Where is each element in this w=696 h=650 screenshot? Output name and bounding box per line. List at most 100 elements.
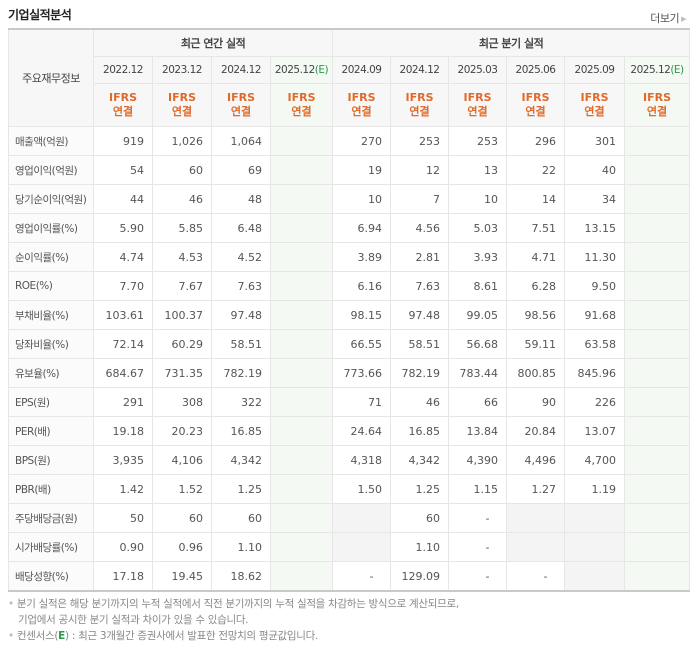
period-header-quarterly-1: 2024.12 bbox=[390, 56, 450, 84]
cell-quarterly: 60 bbox=[390, 503, 450, 533]
cell-quarterly bbox=[564, 532, 626, 562]
cell-annual bbox=[269, 126, 334, 156]
cell-quarterly bbox=[624, 271, 691, 301]
cell-annual: 50 bbox=[93, 503, 153, 533]
cell-quarterly: 782.19 bbox=[390, 358, 450, 388]
period-header-annual-1: 2023.12 bbox=[152, 56, 212, 84]
period-date: 2024.12 bbox=[221, 64, 261, 76]
cell-quarterly bbox=[564, 503, 626, 533]
row-label: 당좌비율(%) bbox=[8, 329, 94, 359]
cell-quarterly: 98.56 bbox=[506, 300, 566, 330]
row-label: PER(배) bbox=[8, 416, 94, 446]
cell-quarterly: 40 bbox=[564, 155, 626, 185]
cell-quarterly bbox=[624, 155, 691, 185]
cell-annual: 20.23 bbox=[152, 416, 212, 446]
cell-quarterly: 63.58 bbox=[564, 329, 626, 359]
cell-quarterly bbox=[624, 242, 691, 272]
period-date: 2023.12 bbox=[162, 64, 202, 76]
cell-quarterly bbox=[624, 300, 691, 330]
period-header-annual-3: 2025.12(E) bbox=[269, 56, 334, 84]
period-header-quarterly-5: 2025.12(E) bbox=[624, 56, 691, 84]
cell-annual: 60 bbox=[152, 503, 212, 533]
cell-annual: 1.10 bbox=[211, 532, 271, 562]
cell-annual bbox=[269, 300, 334, 330]
period-header-annual-2: 2024.12 bbox=[211, 56, 271, 84]
cell-quarterly: 4,700 bbox=[564, 445, 626, 475]
cell-quarterly: 46 bbox=[390, 387, 450, 417]
ifrs-label: IFRS bbox=[405, 91, 434, 104]
cell-quarterly bbox=[332, 532, 392, 562]
cell-annual: 1,064 bbox=[211, 126, 271, 156]
note-1: • 분기 실적은 해당 분기까지의 누적 실적에서 직전 분기까지의 누적 실적을… bbox=[8, 598, 459, 610]
cell-annual bbox=[269, 358, 334, 388]
cell-annual bbox=[269, 184, 334, 214]
note-1-text: 분기 실적은 해당 분기까지의 누적 실적에서 직전 분기까지의 누적 실적을 … bbox=[16, 598, 459, 610]
cell-quarterly: 19 bbox=[332, 155, 392, 185]
period-date: 2025.12 bbox=[274, 64, 315, 76]
ifrs-label: IFRS bbox=[643, 91, 672, 104]
ifrs-header-quarterly-3: IFRS 연결 bbox=[506, 83, 566, 127]
cell-quarterly: 12 bbox=[390, 155, 450, 185]
cell-quarterly: 20.84 bbox=[506, 416, 566, 446]
cell-quarterly: 6.28 bbox=[506, 271, 566, 301]
cell-annual: 0.96 bbox=[152, 532, 212, 562]
group-annual: 최근 연간 실적 bbox=[92, 28, 334, 57]
cell-annual: 4.74 bbox=[93, 242, 153, 272]
consolidated-label: 연결 bbox=[351, 105, 372, 118]
note-1-cont: 기업에서 공시한 분기 실적과 차이가 있을 수 있습니다. bbox=[18, 614, 249, 626]
consolidated-label: 연결 bbox=[525, 105, 546, 118]
cell-annual bbox=[269, 474, 334, 504]
cell-quarterly: 97.48 bbox=[390, 300, 450, 330]
cell-quarterly: 66 bbox=[448, 387, 508, 417]
cell-quarterly: 226 bbox=[564, 387, 626, 417]
cell-annual bbox=[269, 561, 334, 592]
cell-annual bbox=[269, 213, 334, 243]
period-date: 2024.09 bbox=[341, 64, 382, 76]
cell-quarterly: 800.85 bbox=[506, 358, 566, 388]
ifrs-header-annual-3: IFRS 연결 bbox=[269, 83, 334, 127]
cell-annual: 919 bbox=[93, 126, 153, 156]
row-label: 순이익률(%) bbox=[8, 242, 94, 272]
cell-annual: 72.14 bbox=[93, 329, 153, 359]
note-2: • 컨센서스(E) : 최근 3개월간 증권사에서 발표한 전망치의 평균값입니다… bbox=[8, 630, 319, 642]
cell-quarterly bbox=[624, 532, 691, 562]
cell-quarterly bbox=[624, 126, 691, 156]
cell-quarterly bbox=[332, 503, 392, 533]
cell-quarterly: 4.71 bbox=[506, 242, 566, 272]
cell-annual: 6.48 bbox=[211, 213, 271, 243]
cell-quarterly: 301 bbox=[564, 126, 626, 156]
cell-annual: 44 bbox=[93, 184, 153, 214]
cell-annual: 58.51 bbox=[211, 329, 271, 359]
cell-quarterly: 1.27 bbox=[506, 474, 566, 504]
table-row: 영업이익(억원) 54 60 69 19 12 13 22 40 bbox=[8, 155, 691, 185]
cell-quarterly: 8.61 bbox=[448, 271, 508, 301]
cell-quarterly: 90 bbox=[506, 387, 566, 417]
more-link[interactable]: 더보기 ▶ bbox=[650, 10, 686, 26]
cell-annual: 4,106 bbox=[152, 445, 212, 475]
cell-annual: 308 bbox=[152, 387, 212, 417]
cell-annual: 60 bbox=[152, 155, 212, 185]
cell-quarterly bbox=[624, 184, 691, 214]
cell-annual: 60 bbox=[211, 503, 271, 533]
ifrs-header-quarterly-4: IFRS 연결 bbox=[564, 83, 626, 127]
cell-annual: 18.62 bbox=[211, 561, 271, 592]
financial-table: 주요재무정보 최근 연간 실적 최근 분기 실적 2022.12 2023.12 2… bbox=[8, 28, 691, 592]
row-label: BPS(원) bbox=[8, 445, 94, 475]
cell-quarterly: 99.05 bbox=[448, 300, 508, 330]
cell-quarterly: 34 bbox=[564, 184, 626, 214]
ifrs-label: IFRS bbox=[287, 91, 316, 104]
cell-annual: 0.90 bbox=[93, 532, 153, 562]
cell-quarterly: 253 bbox=[390, 126, 450, 156]
note-2-prefix: 컨센서스( bbox=[16, 630, 59, 642]
ifrs-label: IFRS bbox=[580, 91, 609, 104]
cell-annual bbox=[269, 271, 334, 301]
cell-quarterly: 10 bbox=[448, 184, 508, 214]
cell-quarterly: 4,390 bbox=[448, 445, 508, 475]
cell-quarterly: 13.07 bbox=[564, 416, 626, 446]
group-quarterly: 최근 분기 실적 bbox=[332, 28, 691, 57]
cell-quarterly: 6.16 bbox=[332, 271, 392, 301]
cell-annual: 60.29 bbox=[152, 329, 212, 359]
cell-quarterly: 7 bbox=[390, 184, 450, 214]
row-header: 주요재무정보 bbox=[8, 28, 94, 127]
ifrs-header-quarterly-5: IFRS 연결 bbox=[624, 83, 691, 127]
